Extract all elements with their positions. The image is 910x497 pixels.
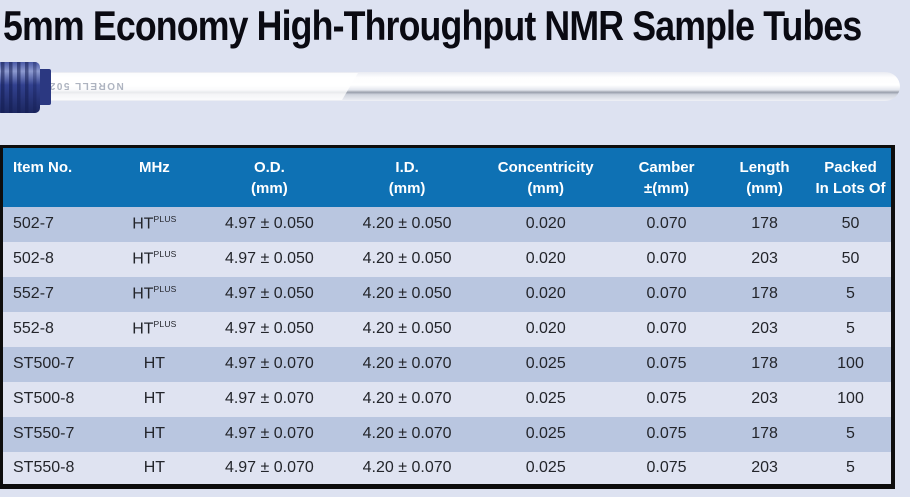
- table-row: 502-7 HTPLUS 4.97 ± 0.050 4.20 ± 0.050 0.020…: [1, 206, 893, 242]
- cell-od: 4.97 ± 0.050: [202, 311, 337, 347]
- cell-packed: 50: [810, 241, 893, 277]
- cell-id: 4.20 ± 0.070: [336, 346, 478, 382]
- table-row: ST500-7 HT 4.97 ± 0.070 4.20 ± 0.070 0.025 0.…: [1, 346, 893, 382]
- cell-concentricity: 0.020: [477, 241, 614, 277]
- column-header-length: Length (mm): [719, 146, 811, 207]
- cell-camber: 0.075: [613, 381, 720, 417]
- cell-item_no: ST500-7: [1, 346, 107, 382]
- cell-id: 4.20 ± 0.070: [336, 381, 478, 417]
- cell-length: 203: [719, 241, 811, 277]
- cell-od: 4.97 ± 0.070: [202, 416, 337, 452]
- cell-mhz: HTPLUS: [106, 276, 203, 312]
- cell-mhz: HT: [106, 451, 203, 487]
- cell-concentricity: 0.020: [477, 206, 614, 242]
- tube-cap: [0, 62, 40, 113]
- cell-concentricity: 0.025: [477, 346, 614, 382]
- column-header-od: O.D. (mm): [202, 146, 337, 207]
- cell-packed: 100: [810, 381, 893, 417]
- cell-packed: 5: [810, 416, 893, 452]
- cell-camber: 0.075: [613, 451, 720, 487]
- column-header-item_no: Item No.: [1, 146, 107, 207]
- cell-camber: 0.070: [613, 276, 720, 312]
- table-row: ST550-7 HT 4.97 ± 0.070 4.20 ± 0.070 0.025 0.…: [1, 416, 893, 452]
- cell-length: 178: [719, 276, 811, 312]
- column-header-mhz: MHz: [106, 146, 203, 207]
- cell-od: 4.97 ± 0.050: [202, 241, 337, 277]
- cell-packed: 5: [810, 311, 893, 347]
- column-header-id: I.D. (mm): [336, 146, 478, 207]
- cell-item_no: 502-8: [1, 241, 107, 277]
- cell-mhz: HT: [106, 346, 203, 382]
- cell-packed: 100: [810, 346, 893, 382]
- cell-mhz: HTPLUS: [106, 206, 203, 242]
- cell-item_no: 502-7: [1, 206, 107, 242]
- column-header-camber: Camber ±(mm): [613, 146, 720, 207]
- cell-id: 4.20 ± 0.050: [336, 276, 478, 312]
- table-row: 502-8 HTPLUS 4.97 ± 0.050 4.20 ± 0.050 0.020…: [1, 241, 893, 277]
- cell-length: 178: [719, 346, 811, 382]
- cell-od: 4.97 ± 0.050: [202, 206, 337, 242]
- cell-id: 4.20 ± 0.050: [336, 241, 478, 277]
- cell-item_no: ST500-8: [1, 381, 107, 417]
- column-header-packed: Packed In Lots Of: [810, 146, 893, 207]
- table-body: 502-7 HTPLUS 4.97 ± 0.050 4.20 ± 0.050 0.020…: [1, 206, 893, 487]
- cell-od: 4.97 ± 0.050: [202, 276, 337, 312]
- cell-length: 178: [719, 416, 811, 452]
- cell-id: 4.20 ± 0.070: [336, 451, 478, 487]
- cell-item_no: 552-8: [1, 311, 107, 347]
- cell-id: 4.20 ± 0.050: [336, 206, 478, 242]
- cell-camber: 0.075: [613, 346, 720, 382]
- cell-packed: 5: [810, 276, 893, 312]
- cell-packed: 5: [810, 451, 893, 487]
- cell-camber: 0.075: [613, 416, 720, 452]
- nmr-tube-graphic: NORELL 502: [0, 62, 900, 113]
- cell-concentricity: 0.025: [477, 416, 614, 452]
- nmr-tube-image: NORELL 502: [0, 56, 910, 120]
- cell-packed: 50: [810, 206, 893, 242]
- cell-mhz: HTPLUS: [106, 241, 203, 277]
- cell-camber: 0.070: [613, 206, 720, 242]
- cell-mhz: HT: [106, 381, 203, 417]
- column-header-concentricity: Concentricity (mm): [477, 146, 614, 207]
- cell-od: 4.97 ± 0.070: [202, 451, 337, 487]
- tube-label-text: NORELL 502: [48, 80, 123, 91]
- cell-concentricity: 0.020: [477, 276, 614, 312]
- cell-id: 4.20 ± 0.070: [336, 416, 478, 452]
- cell-mhz: HTPLUS: [106, 311, 203, 347]
- cell-length: 203: [719, 451, 811, 487]
- cell-concentricity: 0.025: [477, 381, 614, 417]
- cell-item_no: ST550-8: [1, 451, 107, 487]
- table-row: ST550-8 HT 4.97 ± 0.070 4.20 ± 0.070 0.025 0.…: [1, 451, 893, 487]
- table-row: 552-7 HTPLUS 4.97 ± 0.050 4.20 ± 0.050 0.020…: [1, 276, 893, 312]
- spec-table: Item No. MHz O.D. (mm) I.D. (mm) Concentricity…: [0, 145, 895, 489]
- table-row: 552-8 HTPLUS 4.97 ± 0.050 4.20 ± 0.050 0.020…: [1, 311, 893, 347]
- cell-item_no: ST550-7: [1, 416, 107, 452]
- cell-length: 203: [719, 381, 811, 417]
- cell-camber: 0.070: [613, 241, 720, 277]
- cell-concentricity: 0.025: [477, 451, 614, 487]
- cell-length: 203: [719, 311, 811, 347]
- cell-od: 4.97 ± 0.070: [202, 381, 337, 417]
- cell-concentricity: 0.020: [477, 311, 614, 347]
- cell-od: 4.97 ± 0.070: [202, 346, 337, 382]
- table-row: ST500-8 HT 4.97 ± 0.070 4.20 ± 0.070 0.025 0.…: [1, 381, 893, 417]
- cell-item_no: 552-7: [1, 276, 107, 312]
- page-title: 5mm Economy High-Throughput NMR Sample T…: [3, 2, 862, 49]
- tube-label-patch: [44, 73, 358, 100]
- cell-length: 178: [719, 206, 811, 242]
- cell-camber: 0.070: [613, 311, 720, 347]
- cell-id: 4.20 ± 0.050: [336, 311, 478, 347]
- table-header-row: Item No. MHz O.D. (mm) I.D. (mm) Concentricity…: [1, 146, 893, 207]
- cell-mhz: HT: [106, 416, 203, 452]
